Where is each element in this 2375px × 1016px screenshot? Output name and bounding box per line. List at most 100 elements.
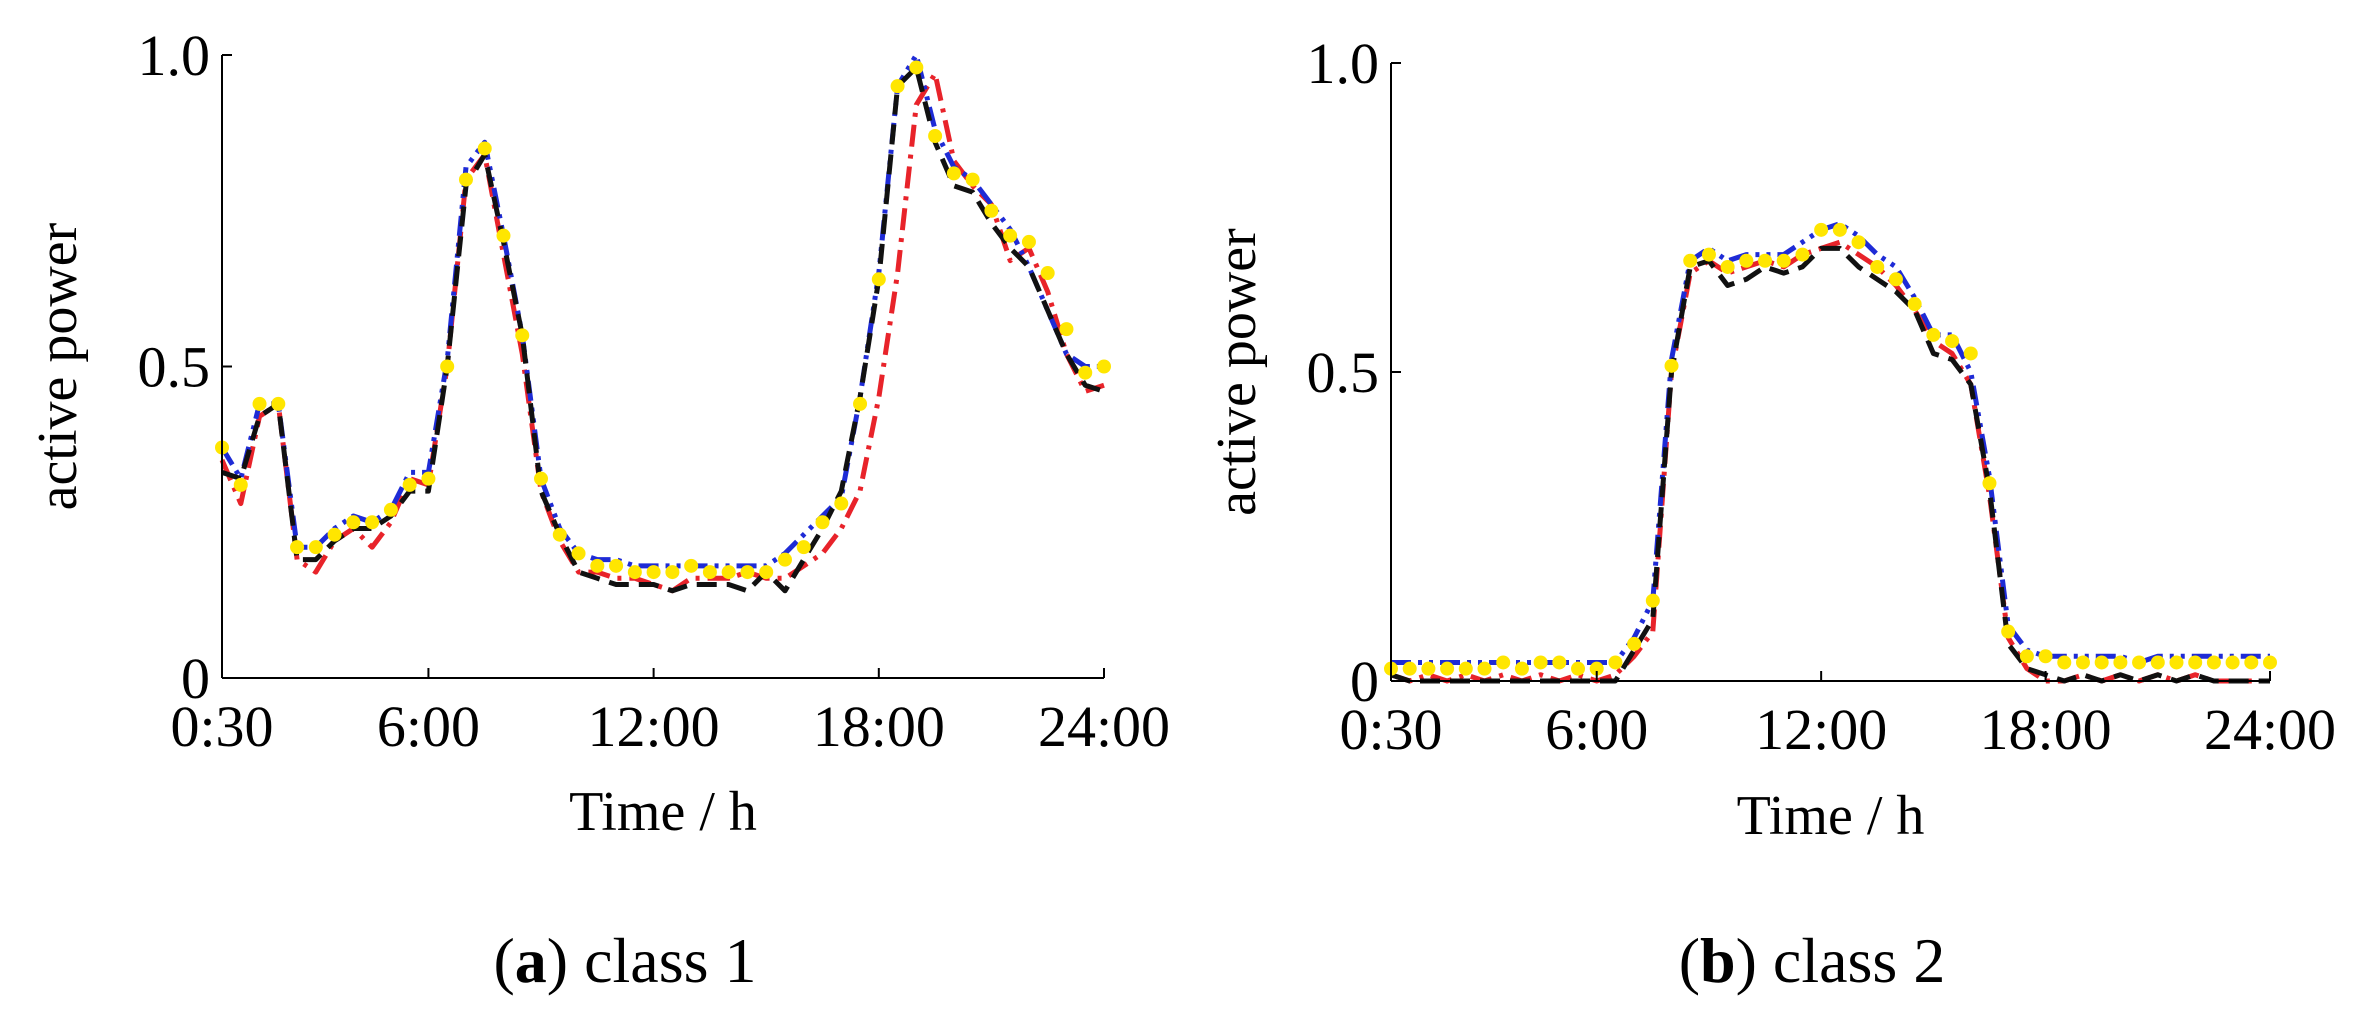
data-point bbox=[1021, 234, 1036, 249]
y-tick-label: 1.0 bbox=[138, 23, 211, 88]
data-point bbox=[1440, 661, 1455, 676]
data-point bbox=[2225, 655, 2240, 670]
data-point bbox=[2263, 655, 2277, 670]
tick-layer: 0 0.5 1.0 0:30 6:00 12:00 18:00 24:00 bbox=[1307, 31, 2337, 762]
data-point bbox=[2038, 649, 2053, 664]
y-axis-label: active power bbox=[1206, 228, 1268, 516]
data-point bbox=[2244, 655, 2259, 670]
data-point bbox=[1814, 222, 1829, 237]
data-point bbox=[834, 496, 849, 511]
data-point bbox=[702, 565, 717, 580]
tick-layer: 0 0.5 1.0 0:30 6:00 12:00 18:00 24:00 bbox=[138, 23, 1171, 759]
data-point bbox=[890, 79, 905, 94]
data-point bbox=[458, 172, 473, 187]
data-point bbox=[2001, 624, 2016, 639]
data-point bbox=[609, 558, 624, 573]
data-point bbox=[796, 540, 811, 555]
data-point bbox=[1402, 661, 1417, 676]
series-red-line bbox=[1390, 239, 2270, 684]
data-point bbox=[1552, 655, 1567, 670]
series-layer bbox=[1384, 221, 2277, 684]
data-point bbox=[1003, 228, 1018, 243]
x-tick-label: 0:30 bbox=[1339, 697, 1442, 762]
data-point bbox=[252, 396, 267, 411]
data-point bbox=[233, 477, 248, 492]
data-point bbox=[534, 471, 549, 486]
data-point bbox=[571, 546, 586, 561]
y-tick-label: 0 bbox=[1350, 649, 1379, 714]
series-black-line bbox=[221, 65, 1105, 594]
data-point bbox=[1776, 253, 1791, 268]
data-point bbox=[1421, 661, 1436, 676]
data-point bbox=[1683, 253, 1698, 268]
caption-text: ) class 2 bbox=[1736, 925, 1946, 996]
data-point bbox=[271, 396, 286, 411]
data-point bbox=[290, 540, 305, 555]
data-point bbox=[1097, 359, 1111, 374]
data-point bbox=[2113, 655, 2128, 670]
data-point bbox=[740, 565, 755, 580]
data-point bbox=[1589, 661, 1604, 676]
data-point bbox=[421, 471, 436, 486]
data-point bbox=[383, 502, 398, 517]
data-point bbox=[1571, 661, 1586, 676]
x-axis-label: Time / h bbox=[1737, 785, 1925, 847]
data-point bbox=[627, 565, 642, 580]
data-point bbox=[1496, 655, 1511, 670]
data-point bbox=[365, 515, 380, 530]
x-tick-label: 24:00 bbox=[2204, 697, 2336, 762]
data-point bbox=[2019, 649, 2034, 664]
data-point bbox=[1963, 346, 1978, 361]
data-point bbox=[1907, 297, 1922, 312]
series-blue-line bbox=[1391, 221, 2270, 665]
data-point bbox=[1458, 661, 1473, 676]
data-point bbox=[2132, 655, 2147, 670]
data-point bbox=[477, 141, 492, 156]
data-point bbox=[1888, 272, 1903, 287]
data-point bbox=[984, 203, 999, 218]
data-point bbox=[308, 540, 323, 555]
x-tick-label: 24:00 bbox=[1038, 694, 1170, 759]
data-point bbox=[515, 328, 530, 343]
data-point bbox=[1608, 655, 1623, 670]
y-tick-label: 0 bbox=[181, 646, 210, 711]
data-point bbox=[2150, 655, 2165, 670]
x-tick-label: 12:00 bbox=[1755, 697, 1887, 762]
data-point bbox=[965, 172, 980, 187]
caption-letter: b bbox=[1700, 925, 1736, 996]
x-tick-label: 12:00 bbox=[588, 694, 720, 759]
data-point bbox=[1059, 322, 1074, 337]
data-point bbox=[928, 128, 943, 143]
data-point bbox=[1040, 266, 1055, 281]
data-point bbox=[346, 515, 361, 530]
series-layer bbox=[215, 52, 1111, 594]
data-point bbox=[1795, 247, 1810, 262]
y-tick-label: 1.0 bbox=[1307, 31, 1380, 96]
x-axis-label: Time / h bbox=[569, 781, 757, 843]
series-yellow bbox=[215, 60, 1111, 580]
data-point bbox=[777, 552, 792, 567]
data-point bbox=[1514, 661, 1529, 676]
x-tick-label: 6:00 bbox=[1545, 697, 1648, 762]
data-point bbox=[665, 565, 680, 580]
series-black-line bbox=[1390, 245, 2270, 684]
data-point bbox=[759, 565, 774, 580]
data-point bbox=[721, 565, 736, 580]
data-point bbox=[1851, 235, 1866, 250]
data-point bbox=[590, 558, 605, 573]
data-point bbox=[2169, 655, 2184, 670]
y-axis-label: active power bbox=[27, 222, 89, 510]
chart-panel-a: 00.51.00:30 6:00 12:00 18:00 24:00 Time / h … bbox=[27, 23, 1170, 996]
series-blue-line bbox=[219, 52, 1104, 569]
x-tick-label: 18:00 bbox=[813, 694, 945, 759]
data-point bbox=[552, 527, 567, 542]
data-point bbox=[1982, 476, 1997, 491]
caption-text: ) class 1 bbox=[547, 925, 757, 996]
data-point bbox=[1533, 655, 1548, 670]
data-point bbox=[1870, 259, 1885, 274]
data-point bbox=[1739, 253, 1754, 268]
caption-letter: a bbox=[515, 925, 547, 996]
data-point bbox=[1758, 253, 1773, 268]
data-point bbox=[871, 272, 886, 287]
